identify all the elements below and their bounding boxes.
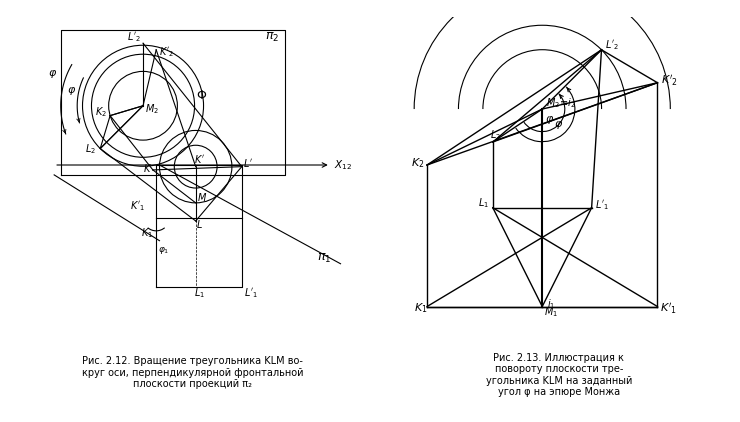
Text: $X_{12}$: $X_{12}$ [334,158,352,172]
Text: $K_1$: $K_1$ [141,226,153,240]
Text: $K'_2$: $K'_2$ [661,74,678,89]
Text: $L'_1$: $L'_1$ [595,198,609,211]
Text: Рис. 2.13. Иллюстрация к
повороту плоскости тре-
угольника KLM на заданный
угол : Рис. 2.13. Иллюстрация к повороту плоско… [485,353,632,398]
Text: $\Phi$: $\Phi$ [195,89,206,102]
Text: $\pi_2$: $\pi_2$ [265,31,279,44]
Text: $L_2$: $L_2$ [490,129,500,143]
Text: $i_1$: $i_1$ [547,297,556,311]
Text: $K'_1$: $K'_1$ [130,200,145,213]
Text: $K$: $K$ [143,162,152,173]
Text: Рис. 2.12. Вращение треугольника KLM во-
круг оси, перпендикулярной фронтальной
: Рис. 2.12. Вращение треугольника KLM во-… [81,356,303,389]
Text: $K_2$: $K_2$ [95,106,107,119]
Text: $M_2\!\equiv\! i_2$: $M_2\!\equiv\! i_2$ [545,96,576,110]
Text: $\varphi$: $\varphi$ [554,119,563,131]
Text: $L'$: $L'$ [243,157,253,169]
Text: $\varphi_1$: $\varphi_1$ [158,245,169,256]
Text: $M$: $M$ [198,191,207,203]
Text: $K'$: $K'$ [194,153,205,165]
Text: $M_1$: $M_1$ [544,305,558,319]
Text: $\varphi$: $\varphi$ [545,114,554,126]
Text: $L'_1$: $L'_1$ [244,287,258,300]
Text: $K_1$: $K_1$ [414,301,428,315]
Text: $\pi_1$: $\pi_1$ [317,252,332,265]
Text: $K'_1$: $K'_1$ [660,301,677,316]
Text: $\varphi$: $\varphi$ [67,84,76,97]
Text: $L_1$: $L_1$ [478,196,489,210]
Text: $M_2$: $M_2$ [145,103,158,116]
Text: $L'_2$: $L'_2$ [127,30,141,44]
Text: $\varphi$: $\varphi$ [47,68,57,80]
Text: $L'_2$: $L'_2$ [605,38,619,52]
Text: $L$: $L$ [195,218,203,230]
Text: $K_2$: $K_2$ [411,157,424,170]
Text: $L_2$: $L_2$ [85,142,96,156]
Text: $L_1$: $L_1$ [194,287,205,300]
Text: $K'_2$: $K'_2$ [159,45,174,59]
